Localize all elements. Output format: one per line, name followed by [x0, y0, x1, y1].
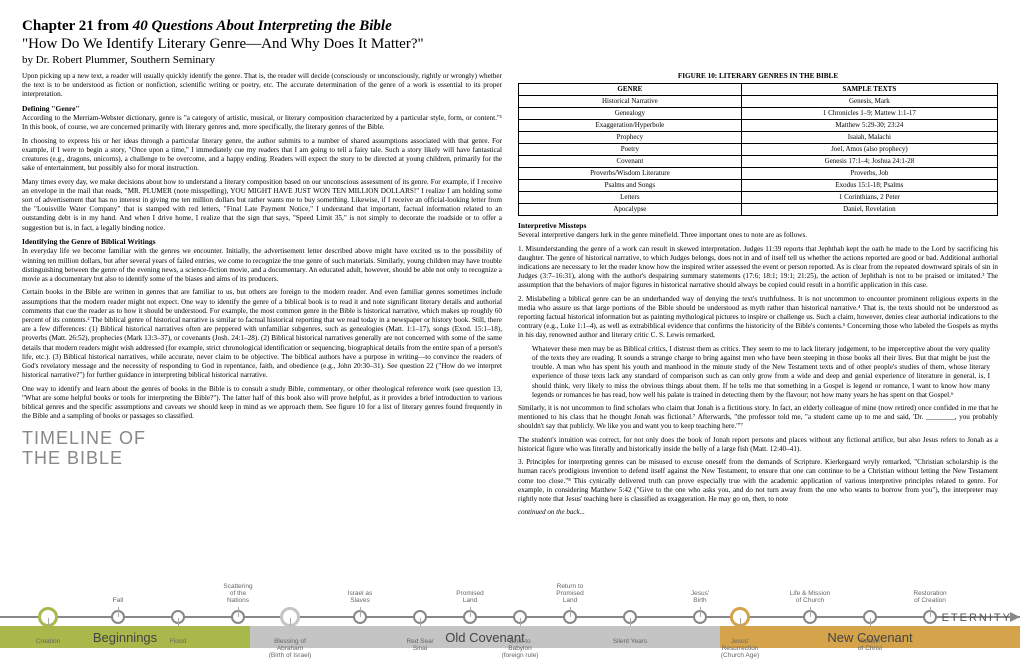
column-right: FIGURE 10: LITERARY GENRES IN THE BIBLE …: [518, 72, 998, 521]
table-row: Exaggeration/HyperboleMatthew 5:29-30; 2…: [519, 120, 998, 132]
column-left: Upon picking up a new text, a reader wil…: [22, 72, 502, 521]
table-row: CovenantGenesis 17:1–4; Joshua 24:1-28: [519, 155, 998, 167]
table-cell: Joel, Amos (also prophecy): [741, 143, 997, 155]
timeline-label: Jesus'Birth: [691, 590, 709, 604]
timeline-label: Fall: [113, 597, 123, 604]
subhead-defining: Defining "Genre": [22, 104, 502, 114]
table-cell: Exodus 15:1-18; Psalms: [741, 179, 997, 191]
table-row: Historical NarrativeGenesis, Mark: [519, 96, 998, 108]
timeline-label: Exile toBabylon(foreign rule): [502, 638, 539, 656]
table-cell: Exaggeration/Hyperbole: [519, 120, 742, 132]
timeline-label: Restorationof Creation: [913, 590, 946, 604]
table-cell: Apocalypse: [519, 203, 742, 215]
timeline-title: TIMELINE OF THE BIBLE: [22, 429, 502, 469]
timeline-label: Silent Years: [613, 638, 647, 656]
subhead-missteps: Interpretive Missteps: [518, 221, 998, 231]
table-row: Genealogy1 Chronicles 1–9; Mattew 1:1-17: [519, 108, 998, 120]
timeline-label: Israel asSlaves: [348, 590, 373, 604]
book-title: 40 Questions About Interpreting the Bibl…: [133, 18, 392, 34]
para: In choosing to express his or her ideas …: [22, 137, 502, 174]
para: According to the Merriam-Webster diction…: [22, 114, 502, 132]
timeline-label: Jesus'Resurrection(Church Age): [721, 638, 759, 656]
chapter-prefix: Chapter 21 from: [22, 18, 129, 34]
timeline-title-l2: THE BIBLE: [22, 449, 502, 469]
table-row: ProphecyIsaiah, Malachi: [519, 132, 998, 144]
para: Upon picking up a new text, a reader wil…: [22, 72, 502, 100]
timeline-graphic: ETERNITY BeginningsOld CovenantNew Coven…: [0, 568, 1020, 660]
continued-note: continued on the back...: [518, 508, 998, 517]
chapter-question: "How Do We Identify Literary Genre—And W…: [22, 36, 998, 53]
chapter-title: Chapter 21 from 40 Questions About Inter…: [22, 18, 998, 35]
table-cell: Genesis, Mark: [741, 96, 997, 108]
text-columns: Upon picking up a new text, a reader wil…: [22, 72, 998, 521]
para: 2. Mislabeling a biblical genre can be a…: [518, 295, 998, 341]
para: Certain books in the Bible are written i…: [22, 288, 502, 380]
timeline-label: Creation: [36, 638, 61, 656]
table-cell: 1 Corinthians, 2 Peter: [741, 191, 997, 203]
timeline-label: Returnof Christ: [858, 638, 882, 656]
blockquote: Whatever these men may be as Biblical cr…: [532, 345, 990, 400]
table-cell: Proverbs, Job: [741, 167, 997, 179]
table-cell: Genesis 17:1–4; Joshua 24:1-28: [741, 155, 997, 167]
genre-table: FIGURE 10: LITERARY GENRES IN THE BIBLE …: [518, 72, 998, 216]
table-row: PoetryJoel, Amos (also prophecy): [519, 143, 998, 155]
table-cell: Psalms and Songs: [519, 179, 742, 191]
para: 3. Principles for interpreting genres ca…: [518, 458, 998, 504]
table-row: Letters1 Corinthians, 2 Peter: [519, 191, 998, 203]
timeline-label: Return toPromisedLand: [556, 583, 583, 604]
table-cell: Prophecy: [519, 132, 742, 144]
table-cell: Letters: [519, 191, 742, 203]
table-row: ApocalypseDaniel, Revelation: [519, 203, 998, 215]
table-row: Proverbs/Wisdom LiteratureProverbs, Job: [519, 167, 998, 179]
table-cell: 1 Chronicles 1–9; Mattew 1:1-17: [741, 108, 997, 120]
subhead-identifying: Identifying the Genre of Biblical Writin…: [22, 237, 502, 247]
table-cell: Poetry: [519, 143, 742, 155]
table-cell: Genealogy: [519, 108, 742, 120]
eternity-label: ETERNITY: [942, 612, 1012, 624]
timeline-label: Flood: [170, 638, 186, 656]
timeline-title-l1: TIMELINE OF: [22, 429, 502, 449]
table-cell: Isaiah, Malachi: [741, 132, 997, 144]
timeline-segment: Old Covenant: [250, 626, 720, 648]
table-cell: Proverbs/Wisdom Literature: [519, 167, 742, 179]
timeline-label: PromisedLand: [456, 590, 483, 604]
author-line: by Dr. Robert Plummer, Southern Seminary: [22, 54, 998, 66]
table-caption: FIGURE 10: LITERARY GENRES IN THE BIBLE: [518, 72, 998, 83]
para: In everyday life we become familiar with…: [22, 247, 502, 284]
table-cell: Matthew 5:29-30; 23:24: [741, 120, 997, 132]
timeline-label: Scatteringof theNations: [223, 583, 252, 604]
para: 1. Misunderstanding the genre of a work …: [518, 245, 998, 291]
timeline-label: Blessing ofAbraham(Birth of Israel): [269, 638, 312, 656]
timeline-label: Red Sea/Sinai: [406, 638, 433, 656]
table-header: SAMPLE TEXTS: [741, 84, 997, 96]
para: Similarly, it is not uncommon to find sc…: [518, 404, 998, 432]
table-header: GENRE: [519, 84, 742, 96]
para: Several interpretive dangers lurk in the…: [518, 231, 998, 240]
timeline-label: Life & Missionof Church: [790, 590, 830, 604]
table-cell: Covenant: [519, 155, 742, 167]
para: One way to identify and learn about the …: [22, 385, 502, 422]
table-row: Psalms and SongsExodus 15:1-18; Psalms: [519, 179, 998, 191]
page-header: Chapter 21 from 40 Questions About Inter…: [22, 18, 998, 66]
table-cell: Daniel, Revelation: [741, 203, 997, 215]
para: Many times every day, we make decisions …: [22, 178, 502, 233]
table-cell: Historical Narrative: [519, 96, 742, 108]
para: The student's intuition was correct, for…: [518, 436, 998, 454]
